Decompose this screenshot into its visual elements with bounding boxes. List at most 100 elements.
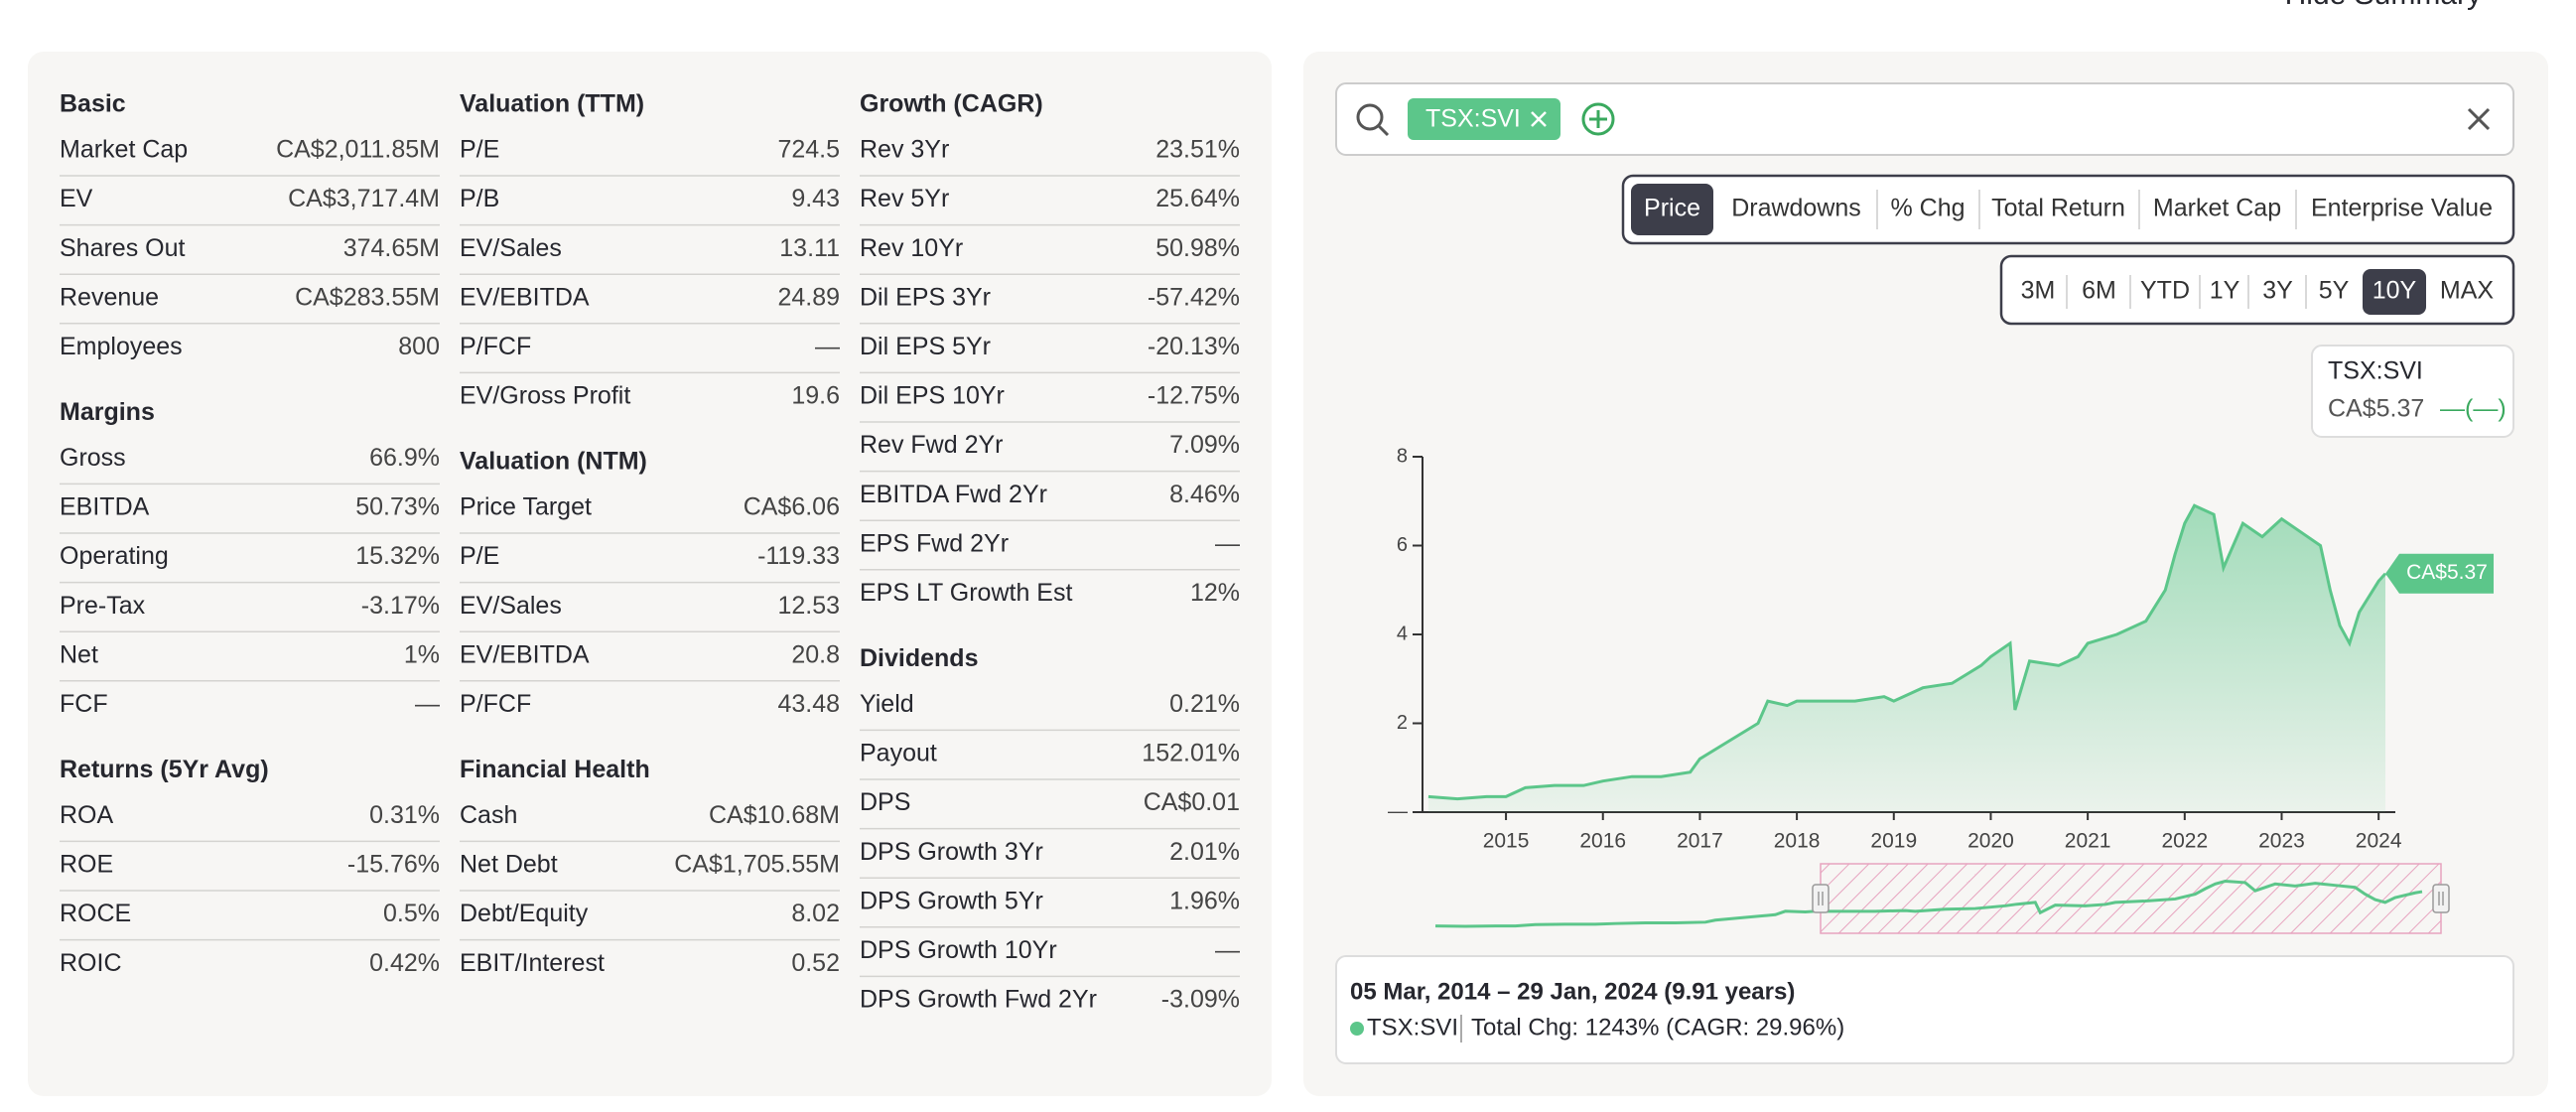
metric-label: EPS Fwd 2Yr [860, 529, 1009, 557]
metric-label: Market Cap [60, 136, 188, 164]
x-tick-label: 2016 [1579, 830, 1626, 853]
x-tick-label: 2024 [2356, 830, 2402, 853]
metric-value: 50.73% [355, 493, 440, 521]
period-series: TSX:SVI [1367, 1014, 1458, 1041]
metric-label: EV [60, 185, 93, 212]
add-ticker-plus [1589, 110, 1607, 128]
metric-label: Rev 3Yr [860, 136, 949, 164]
button[interactable]: Total Return [1991, 195, 2125, 222]
metric-label: EPS LT Growth Est [860, 579, 1072, 607]
navigator-grip [1818, 892, 1824, 905]
metric-value: CA$283.55M [295, 283, 440, 311]
metric-label: Rev Fwd 2Yr [860, 431, 1003, 459]
metric-label: EBITDA [60, 493, 150, 521]
metric-value: -3.09% [1161, 986, 1240, 1014]
series-dot [1350, 1022, 1364, 1036]
period-change: Total Chg: 1243% (CAGR: 29.96%) [1471, 1014, 1844, 1041]
metric-label: EV/Gross Profit [460, 382, 630, 410]
y-tick-label: 2 [1397, 712, 1408, 734]
x-tick-label: 2022 [2161, 830, 2208, 853]
navigator-selection[interactable] [1820, 863, 2442, 934]
metric-value: 9.43 [791, 185, 840, 212]
metric-label: P/FCF [460, 333, 531, 360]
button[interactable]: MAX [2440, 277, 2495, 305]
metric-value: 0.42% [369, 949, 440, 977]
button[interactable]: Market Cap [2153, 195, 2281, 222]
metric-value: -20.13% [1148, 333, 1240, 360]
section-title: Financial Health [460, 756, 650, 783]
metric-label: EV/EBITDA [460, 640, 590, 668]
hide-summary[interactable]: Hide Summary [2285, 0, 2482, 11]
button[interactable]: % Chg [1890, 195, 1965, 222]
metric-value: — [1215, 936, 1240, 964]
x-tick-label: 2015 [1483, 830, 1530, 853]
metric-value: -119.33 [757, 542, 840, 570]
metric-value: 8.02 [791, 900, 840, 927]
metric-label: Yield [860, 690, 914, 718]
metric-value: 0.52 [791, 949, 840, 977]
legend-change: —(—) [2440, 395, 2507, 423]
metric-label: EV/EBITDA [460, 283, 590, 311]
period-box [1335, 955, 2514, 1064]
button[interactable]: YTD [2140, 277, 2190, 305]
section-title: Dividends [860, 644, 978, 672]
button[interactable]: 1Y [2210, 277, 2240, 305]
metric-label: Dil EPS 3Yr [860, 283, 991, 311]
metric-label: Price Target [460, 493, 592, 521]
metric-label: Rev 10Yr [860, 234, 963, 262]
metric-group [1621, 174, 2515, 245]
clear-search[interactable] [2467, 107, 2491, 131]
metric-value: 24.89 [777, 283, 840, 311]
button[interactable]: 3M [2021, 277, 2056, 305]
metric-label: Operating [60, 542, 169, 570]
metric-label: Payout [860, 740, 937, 767]
metric-label: Gross [60, 444, 126, 472]
metric-value: -57.42% [1148, 283, 1240, 311]
button[interactable]: Drawdowns [1731, 195, 1861, 222]
metric-value: — [415, 690, 440, 718]
button[interactable]: Price [1644, 195, 1700, 222]
button[interactable]: 10Y [2373, 277, 2417, 305]
price-line [1427, 503, 2387, 801]
metric-label: EBIT/Interest [460, 949, 605, 977]
metric-value: 8.46% [1169, 481, 1240, 508]
metric-value: 43.48 [777, 690, 840, 718]
search-box[interactable] [1335, 82, 2514, 156]
metric-value: 23.51% [1155, 136, 1240, 164]
section-title: Returns (5Yr Avg) [60, 756, 269, 783]
period-range: 05 Mar, 2014 – 29 Jan, 2024 (9.91 years) [1350, 978, 1795, 1005]
section-title: Valuation (TTM) [460, 90, 644, 118]
metric-value: CA$0.01 [1144, 788, 1240, 816]
y-tick-label: 8 [1397, 445, 1408, 467]
metric-value: -15.76% [347, 851, 440, 879]
button[interactable]: 5Y [2319, 277, 2350, 305]
button[interactable]: Enterprise Value [2311, 195, 2493, 222]
button-active-bg [1631, 184, 1713, 235]
metric-value: CA$2,011.85M [276, 136, 440, 164]
metric-value: 2.01% [1169, 838, 1240, 866]
metric-value: 724.5 [777, 136, 840, 164]
tag-remove[interactable] [1531, 111, 1547, 127]
metric-value: 7.09% [1169, 431, 1240, 459]
metric-value: 20.8 [791, 640, 840, 668]
ticker-tag[interactable] [1408, 98, 1560, 140]
button[interactable]: 6M [2082, 277, 2116, 305]
price-area [1427, 505, 2385, 812]
section-title: Margins [60, 398, 155, 426]
metric-value: 12% [1190, 579, 1240, 607]
metric-value: — [815, 333, 840, 360]
add-ticker[interactable] [1581, 102, 1615, 136]
metric-label: Pre-Tax [60, 592, 146, 620]
metric-value: 66.9% [369, 444, 440, 472]
search-icon [1356, 103, 1384, 131]
navigator-line [1435, 880, 2423, 928]
legend-name: TSX:SVI [2328, 357, 2423, 385]
section-title: Growth (CAGR) [860, 90, 1043, 118]
navigator-handle[interactable] [2432, 884, 2450, 913]
end-label-bg [2385, 553, 2494, 594]
metric-label: DPS Growth 5Yr [860, 887, 1043, 914]
button[interactable]: 3Y [2262, 277, 2293, 305]
metric-label: EBITDA Fwd 2Yr [860, 481, 1047, 508]
navigator-handle[interactable] [1812, 884, 1830, 913]
